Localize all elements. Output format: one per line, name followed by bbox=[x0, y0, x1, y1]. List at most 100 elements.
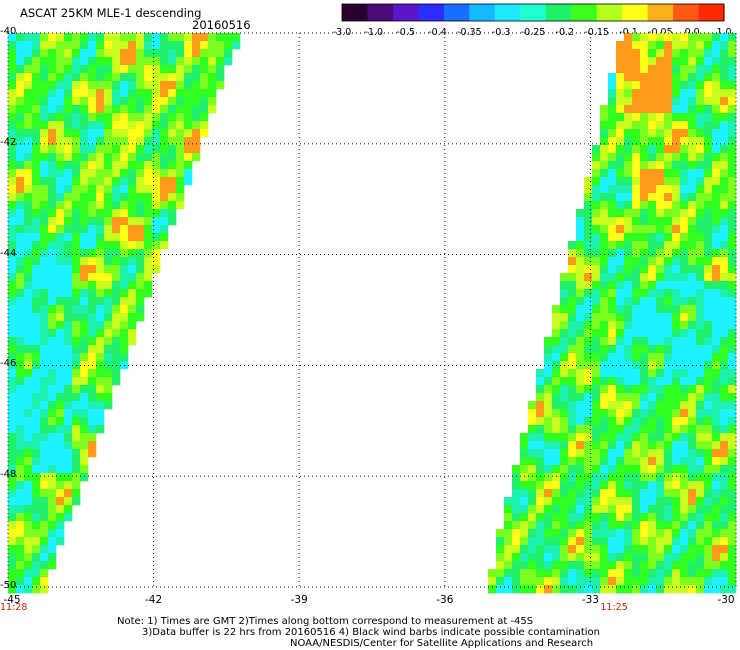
wind-cell bbox=[8, 497, 17, 506]
wind-cell bbox=[616, 265, 625, 274]
wind-cell bbox=[64, 457, 73, 466]
wind-cell bbox=[64, 273, 73, 282]
wind-cell bbox=[712, 153, 721, 162]
wind-cell bbox=[8, 465, 17, 474]
wind-cell bbox=[592, 305, 601, 314]
colorbar-swatch bbox=[418, 4, 445, 21]
wind-cell bbox=[8, 97, 17, 106]
wind-cell bbox=[632, 225, 641, 234]
wind-cell bbox=[72, 377, 81, 386]
wind-cell bbox=[704, 441, 713, 450]
wind-cell bbox=[16, 417, 25, 426]
wind-cell bbox=[728, 321, 737, 330]
wind-cell bbox=[728, 329, 737, 338]
wind-cell bbox=[712, 145, 721, 154]
note-line-3: NOAA/NESDIS/Center for Satellite Applica… bbox=[290, 638, 594, 649]
wind-cell bbox=[680, 409, 689, 418]
wind-cell bbox=[680, 257, 689, 266]
wind-cell bbox=[704, 497, 713, 506]
wind-cell bbox=[40, 201, 49, 210]
wind-cell bbox=[120, 169, 129, 178]
wind-cell bbox=[104, 265, 113, 274]
colorbar-swatch bbox=[392, 4, 419, 21]
wind-cell bbox=[176, 185, 185, 194]
wind-cell bbox=[656, 329, 665, 338]
wind-cell bbox=[568, 393, 577, 402]
wind-cell bbox=[712, 345, 721, 354]
wind-cell bbox=[176, 161, 185, 170]
wind-cell bbox=[120, 241, 129, 250]
wind-cell bbox=[600, 481, 609, 490]
wind-cell bbox=[120, 49, 129, 58]
wind-cell bbox=[48, 105, 57, 114]
wind-cell bbox=[104, 305, 113, 314]
wind-cell bbox=[680, 65, 689, 74]
wind-cell bbox=[576, 329, 585, 338]
wind-cell bbox=[688, 65, 697, 74]
wind-cell bbox=[728, 545, 737, 554]
wind-cell bbox=[160, 65, 169, 74]
wind-cell bbox=[616, 89, 625, 98]
wind-cell bbox=[648, 329, 657, 338]
wind-cell bbox=[120, 209, 129, 218]
wind-cell bbox=[56, 73, 65, 82]
wind-cell bbox=[624, 449, 633, 458]
wind-cell bbox=[728, 521, 737, 530]
wind-cell bbox=[672, 113, 681, 122]
wind-cell bbox=[112, 177, 121, 186]
wind-cell bbox=[120, 153, 129, 162]
wind-cell bbox=[536, 377, 545, 386]
wind-cell bbox=[128, 161, 137, 170]
wind-cell bbox=[624, 73, 633, 82]
wind-cell bbox=[712, 305, 721, 314]
colorbar-swatch bbox=[520, 4, 547, 21]
wind-cell bbox=[64, 185, 73, 194]
wind-cell bbox=[600, 201, 609, 210]
wind-cell bbox=[120, 137, 129, 146]
wind-cell bbox=[112, 265, 121, 274]
wind-cell bbox=[152, 265, 161, 274]
wind-cell bbox=[648, 465, 657, 474]
wind-cell bbox=[616, 353, 625, 362]
wind-cell bbox=[552, 513, 561, 522]
wind-cell bbox=[520, 441, 529, 450]
wind-cell bbox=[608, 321, 617, 330]
wind-cell bbox=[664, 377, 673, 386]
wind-cell bbox=[32, 441, 41, 450]
wind-cell bbox=[144, 65, 153, 74]
wind-cell bbox=[656, 81, 665, 90]
wind-cell bbox=[648, 57, 657, 66]
wind-cell bbox=[632, 145, 641, 154]
wind-cell bbox=[560, 401, 569, 410]
wind-cell bbox=[640, 569, 649, 578]
wind-cell bbox=[720, 249, 729, 258]
wind-cell bbox=[520, 433, 529, 442]
wind-cell bbox=[696, 329, 705, 338]
wind-cell bbox=[32, 513, 41, 522]
wind-cell bbox=[632, 121, 641, 130]
wind-cell bbox=[72, 353, 81, 362]
wind-cell bbox=[696, 313, 705, 322]
wind-cell bbox=[616, 449, 625, 458]
wind-cell bbox=[168, 153, 177, 162]
wind-cell bbox=[656, 257, 665, 266]
wind-cell bbox=[96, 305, 105, 314]
wind-cell bbox=[32, 121, 41, 130]
wind-cell bbox=[552, 369, 561, 378]
wind-cell bbox=[48, 193, 57, 202]
wind-cell bbox=[704, 577, 713, 586]
wind-cell bbox=[672, 177, 681, 186]
wind-cell bbox=[24, 169, 33, 178]
wind-cell bbox=[152, 193, 161, 202]
wind-cell bbox=[672, 553, 681, 562]
colorbar-swatch bbox=[545, 4, 572, 21]
wind-cell bbox=[576, 449, 585, 458]
wind-cell bbox=[40, 305, 49, 314]
wind-cell bbox=[672, 209, 681, 218]
wind-cell bbox=[16, 113, 25, 122]
wind-cell bbox=[656, 185, 665, 194]
wind-cell bbox=[592, 529, 601, 538]
wind-cell bbox=[152, 57, 161, 66]
wind-cell bbox=[128, 209, 137, 218]
wind-cell bbox=[560, 297, 569, 306]
